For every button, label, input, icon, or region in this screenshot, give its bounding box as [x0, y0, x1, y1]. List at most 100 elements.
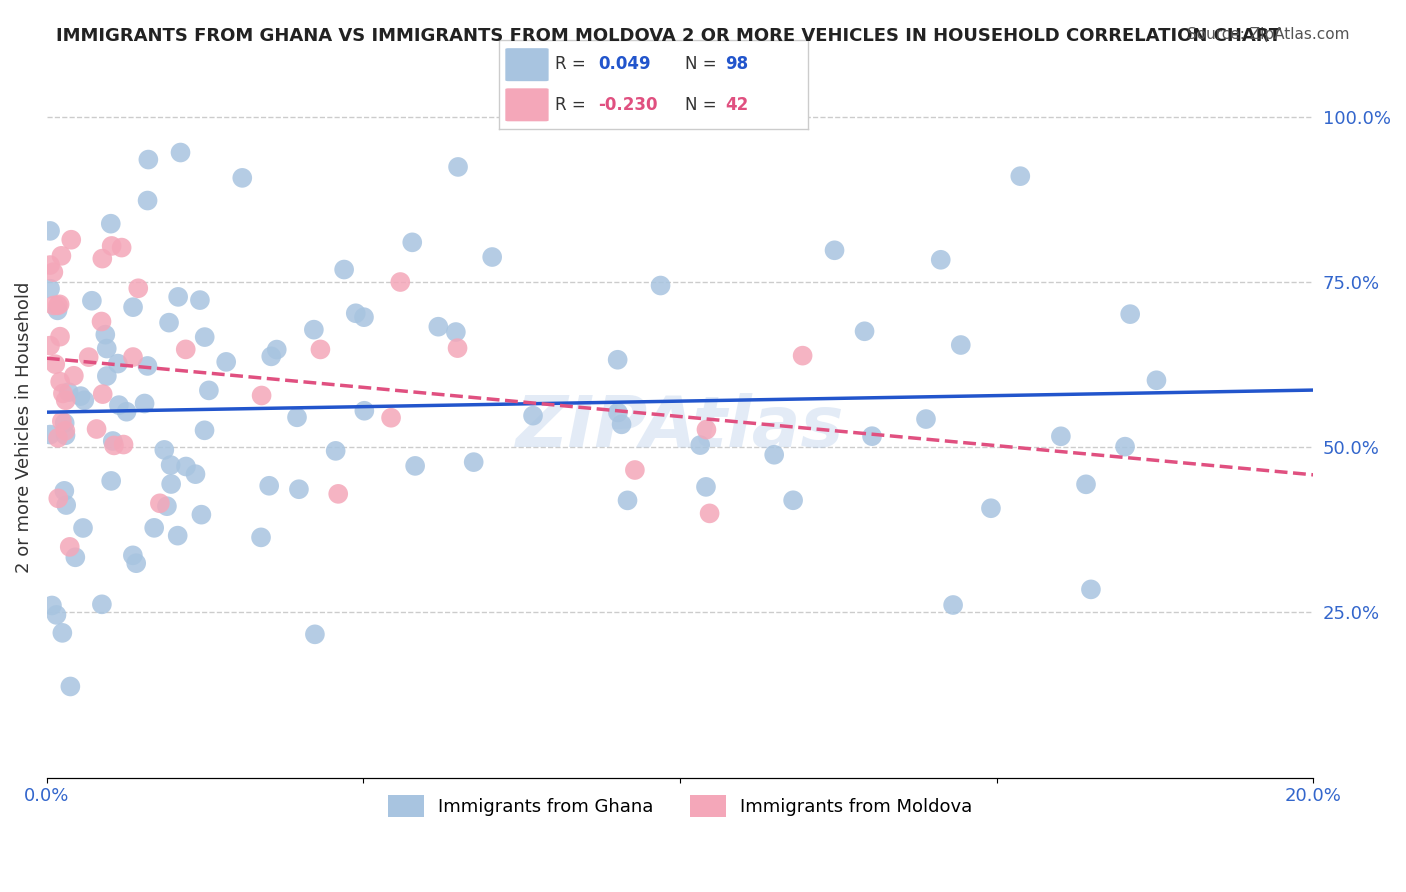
Point	[69, 389, 91, 403]
Point	[699, 507, 721, 521]
Point	[353, 403, 375, 417]
Point	[389, 275, 412, 289]
Y-axis label: 2 or more Vehicles in Household: 2 or more Vehicles in Household	[15, 282, 32, 574]
Point	[980, 501, 1002, 516]
Point	[42, 298, 65, 312]
Point	[606, 352, 628, 367]
Point	[444, 325, 467, 339]
Point	[215, 355, 238, 369]
Point	[55, 498, 77, 512]
Point	[166, 528, 188, 542]
Point	[250, 388, 273, 402]
Point	[53, 416, 76, 430]
Point	[53, 483, 76, 498]
Point	[942, 598, 965, 612]
Point	[107, 357, 129, 371]
Point	[328, 487, 350, 501]
Point	[153, 442, 176, 457]
Point	[1114, 440, 1136, 454]
Point	[695, 480, 717, 494]
FancyBboxPatch shape	[505, 88, 548, 121]
Point	[853, 324, 876, 338]
Point	[169, 145, 191, 160]
Point	[41, 599, 63, 613]
Point	[44, 357, 66, 371]
Text: ZIPAtlas: ZIPAtlas	[516, 393, 845, 462]
Point	[143, 521, 166, 535]
Point	[91, 252, 114, 266]
Point	[108, 398, 131, 412]
Point	[1146, 373, 1168, 387]
Point	[190, 508, 212, 522]
Text: IMMIGRANTS FROM GHANA VS IMMIGRANTS FROM MOLDOVA 2 OR MORE VEHICLES IN HOUSEHOLD: IMMIGRANTS FROM GHANA VS IMMIGRANTS FROM…	[56, 27, 1281, 45]
Point	[929, 252, 952, 267]
Point	[115, 405, 138, 419]
Point	[49, 329, 72, 343]
Point	[136, 194, 159, 208]
Point	[100, 217, 122, 231]
Point	[125, 556, 148, 570]
Point	[127, 281, 149, 295]
Text: R =: R =	[555, 96, 585, 114]
Point	[1080, 582, 1102, 597]
Point	[72, 521, 94, 535]
Point	[404, 458, 426, 473]
Point	[122, 350, 145, 364]
Point	[260, 350, 283, 364]
Point	[39, 427, 62, 442]
Text: 98: 98	[725, 55, 748, 73]
Text: 42: 42	[725, 96, 748, 114]
Point	[91, 387, 114, 401]
Point	[94, 327, 117, 342]
Point	[46, 491, 69, 506]
Point	[48, 297, 70, 311]
Point	[100, 239, 122, 253]
Point	[915, 412, 938, 426]
Point	[96, 369, 118, 384]
Point	[122, 300, 145, 314]
Point	[446, 341, 468, 355]
Legend: Immigrants from Ghana, Immigrants from Moldova: Immigrants from Ghana, Immigrants from M…	[381, 788, 980, 824]
Point	[90, 597, 112, 611]
Point	[46, 431, 69, 445]
Point	[650, 278, 672, 293]
Point	[134, 396, 156, 410]
Point	[101, 434, 124, 448]
Point	[39, 282, 62, 296]
Point	[325, 443, 347, 458]
Point	[304, 627, 326, 641]
Point	[302, 323, 325, 337]
Point	[401, 235, 423, 250]
Point	[90, 314, 112, 328]
Point	[353, 310, 375, 325]
Point	[51, 249, 73, 263]
Point	[1010, 169, 1032, 183]
Point	[111, 241, 134, 255]
Point	[112, 437, 135, 451]
Point	[55, 428, 77, 442]
Point	[39, 258, 62, 272]
Point	[174, 459, 197, 474]
Point	[156, 499, 179, 513]
Point	[194, 330, 217, 344]
Point	[59, 680, 82, 694]
Point	[160, 477, 183, 491]
Point	[1050, 429, 1073, 443]
Point	[285, 410, 308, 425]
Point	[824, 244, 846, 258]
Point	[193, 423, 215, 437]
Point	[198, 384, 221, 398]
Point	[610, 417, 633, 432]
Point	[121, 549, 143, 563]
Point	[1074, 477, 1097, 491]
Point	[55, 393, 77, 408]
Point	[782, 493, 804, 508]
Point	[39, 224, 62, 238]
Point	[136, 359, 159, 373]
Point	[266, 343, 288, 357]
Point	[103, 438, 125, 452]
Point	[52, 386, 75, 401]
Point	[257, 479, 280, 493]
Point	[49, 375, 72, 389]
Point	[344, 306, 367, 320]
